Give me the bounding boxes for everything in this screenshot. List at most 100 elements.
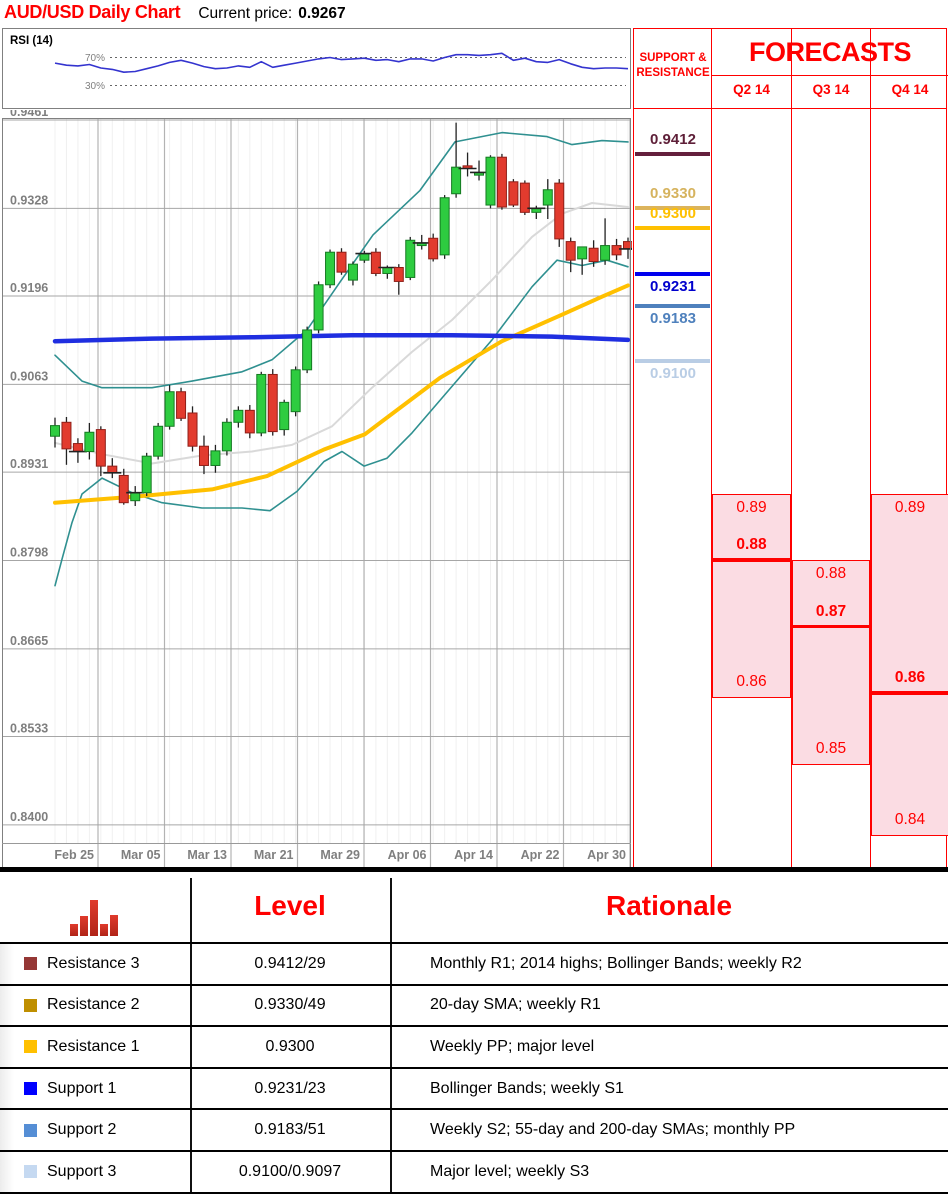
level-color-swatch [24, 1123, 37, 1137]
svg-text:Mar 29: Mar 29 [320, 848, 360, 862]
rationale-cell: Weekly PP; major level [430, 1037, 595, 1055]
level-value-cell: 0.9100/0.9097 [238, 1162, 342, 1180]
rationale-cell: Major level; weekly S3 [430, 1162, 590, 1180]
svg-text:0.8533: 0.8533 [10, 722, 48, 736]
svg-text:0.8931: 0.8931 [10, 457, 48, 471]
svg-text:Mar 13: Mar 13 [187, 848, 227, 862]
support-resistance-column: SUPPORT & RESISTANCE 0.9412 0.9330 0.9300 0… [634, 29, 712, 867]
forecast-range-value: 0.84 [894, 810, 926, 828]
forecast-column: Q4 14 0.89 0.86 0.84 [870, 29, 948, 867]
level-name-cell: Support 1 [0, 1068, 190, 1109]
table-row: Resistance 3 0.9412/29 Monthly R1; 2014 hi… [0, 944, 948, 986]
forecasts-header-divider [634, 108, 946, 109]
candlestick-chart: Feb 25 Mar 05 Mar 13 Mar 21 Mar 29 Apr 06 Apr … [2, 110, 632, 872]
sr-level-line [635, 206, 710, 211]
forecast-range-box [792, 560, 870, 765]
bar-chart-icon [70, 892, 122, 936]
level-name-cell: Resistance 2 [0, 985, 190, 1026]
level-value-cell: 0.9412/29 [254, 954, 326, 972]
sr-level-value: 0.9412 [650, 130, 696, 148]
level-name: Resistance 2 [47, 996, 140, 1014]
report-header: AUD/USD Daily Chart Current price: 0.926… [4, 2, 346, 23]
svg-text:0.9196: 0.9196 [10, 281, 48, 295]
table-row: Resistance 1 0.9300 Weekly PP; major level [0, 1027, 948, 1069]
forecast-column: Q2 14 0.89 0.88 0.86 [712, 29, 791, 867]
table-row: Support 2 0.9183/51 Weekly S2; 55-day and … [0, 1110, 948, 1152]
table-row: Resistance 2 0.9330/49 20-day SMA; weekly … [0, 985, 948, 1028]
svg-text:0.8798: 0.8798 [10, 545, 48, 559]
forecast-mid-value: 0.87 [815, 602, 847, 620]
sr-level-line [635, 358, 710, 363]
section-divider [0, 867, 948, 872]
svg-text:0.8665: 0.8665 [10, 634, 48, 648]
level-name-cell: Support 2 [0, 1110, 190, 1150]
current-price-value: 0.9267 [298, 5, 346, 22]
sr-level-line [635, 271, 710, 276]
support-resistance-header: SUPPORT & RESISTANCE [636, 52, 710, 79]
level-color-swatch [24, 957, 37, 971]
forecast-mid-line [792, 624, 870, 629]
svg-text:0.8400: 0.8400 [10, 810, 48, 824]
level-name: Resistance 1 [47, 1037, 140, 1055]
forecast-range-box [712, 493, 791, 699]
page-title: AUD/USD Daily Chart [4, 2, 181, 22]
forecast-mid-line [712, 558, 791, 562]
level-column-header: Level [254, 890, 326, 921]
sr-level-line [635, 225, 710, 230]
forecast-column: Q3 14 0.88 0.87 0.85 [791, 29, 870, 867]
rationale-cell: Bollinger Bands; weekly S1 [430, 1079, 624, 1097]
level-color-swatch [24, 998, 37, 1012]
svg-text:0.9328: 0.9328 [10, 193, 48, 207]
svg-text:70%: 70% [85, 53, 105, 64]
rationale-column-header: Rationale [605, 890, 733, 921]
sr-level-value: 0.9100 [650, 364, 696, 382]
level-color-swatch [24, 1165, 37, 1179]
svg-text:Apr 06: Apr 06 [388, 848, 427, 862]
support-resistance-forecasts-panel: SUPPORT & RESISTANCE 0.9412 0.9330 0.9300 0… [633, 28, 948, 868]
forecast-range-value: 0.88 [815, 565, 847, 583]
sr-level-line [635, 303, 710, 308]
svg-text:Apr 30: Apr 30 [587, 848, 626, 862]
rsi-indicator-chart: 70% 30% RSI (14) [2, 28, 631, 109]
current-price-label: Current price: [198, 5, 293, 22]
forecast-range-value: 0.85 [815, 739, 847, 757]
level-color-swatch [24, 1040, 37, 1054]
level-value-cell: 0.9231/23 [254, 1079, 326, 1097]
svg-text:Apr 14: Apr 14 [454, 848, 493, 862]
forecast-range-box [871, 493, 948, 836]
svg-text:0.9063: 0.9063 [10, 369, 48, 383]
level-name-cell: Resistance 1 [0, 1027, 190, 1067]
level-value-cell: 0.9300 [265, 1037, 315, 1055]
forecast-mid-value: 0.88 [736, 536, 767, 554]
table-row: Support 1 0.9231/23 Bollinger Bands; weekl… [0, 1068, 948, 1111]
rationale-cell: Monthly R1; 2014 highs; Bollinger Bands;… [430, 954, 802, 972]
svg-text:Apr 22: Apr 22 [521, 848, 560, 862]
levels-rationale-table: Level Rationale Resistance 3 0.9412/29 Mon… [0, 878, 948, 1194]
svg-text:Feb 25: Feb 25 [54, 848, 94, 862]
forecast-quarter-label: Q3 14 [812, 82, 850, 97]
level-name-cell: Support 3 [0, 1152, 190, 1192]
level-value-cell: 0.9183/51 [254, 1121, 326, 1139]
table-header-row: Level Rationale [0, 878, 948, 944]
forecast-range-value: 0.89 [894, 498, 926, 516]
sr-level-value: 0.9330 [650, 185, 696, 203]
svg-text:Mar 21: Mar 21 [254, 848, 294, 862]
level-name: Resistance 3 [47, 954, 140, 972]
table-divider [390, 878, 392, 1193]
table-row: Support 3 0.9100/0.9097 Major level; weekl… [0, 1152, 948, 1194]
svg-text:30%: 30% [85, 81, 105, 92]
level-name: Support 1 [47, 1079, 117, 1097]
forecast-mid-line [871, 691, 948, 695]
forecast-range-value: 0.86 [736, 673, 767, 691]
svg-text:Mar 05: Mar 05 [121, 848, 161, 862]
sr-level-value: 0.9183 [650, 309, 696, 327]
forecasts-title: FORECASTS [712, 29, 948, 76]
svg-text:0.9461: 0.9461 [10, 110, 48, 119]
level-name-cell: Resistance 3 [0, 944, 190, 984]
level-name: Support 3 [47, 1162, 117, 1180]
level-name: Support 2 [47, 1121, 117, 1139]
sr-level-line [635, 151, 710, 156]
level-value-cell: 0.9330/49 [254, 996, 326, 1014]
forecast-range-value: 0.89 [736, 498, 767, 516]
